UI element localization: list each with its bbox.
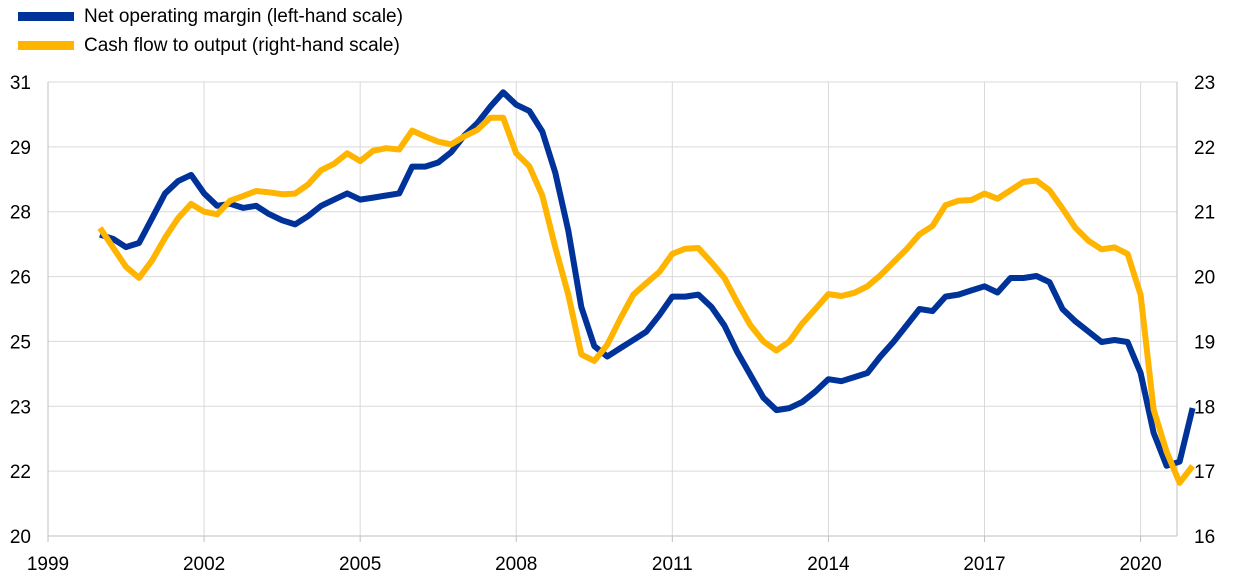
y-right-tick-label: 19 xyxy=(1194,332,1215,353)
y-left-tick-label: 23 xyxy=(10,397,31,418)
y-right-tick-label: 16 xyxy=(1194,527,1215,548)
x-tick-label: 2017 xyxy=(963,554,1005,575)
tick-labels: 20 22 23 25 26 28 29 31 16 17 18 19 20 21 22 23 1999 2002… xyxy=(10,73,1215,575)
x-tick-label: 2014 xyxy=(807,554,850,575)
legend-item-net-operating-margin: Net operating margin (left-hand scale) xyxy=(18,2,403,31)
series-line-cash-flow-to-output xyxy=(97,114,1195,486)
legend-swatch-cash-flow-to-output xyxy=(18,41,74,50)
y-right-tick-label: 20 xyxy=(1194,268,1215,289)
x-tick-label: 2020 xyxy=(1119,554,1161,575)
legend-label-net-operating-margin: Net operating margin (left-hand scale) xyxy=(84,5,403,27)
x-tick-label: 2011 xyxy=(652,554,693,575)
y-right-tick-label: 18 xyxy=(1194,397,1215,418)
axes xyxy=(47,82,1178,542)
y-left-tick-label: 28 xyxy=(10,203,31,224)
y-right-tick-label: 22 xyxy=(1194,138,1215,159)
y-left-tick-label: 25 xyxy=(10,332,31,353)
grid-lines xyxy=(47,81,1177,537)
y-left-tick-label: 22 xyxy=(10,462,31,483)
y-right-tick-label: 23 xyxy=(1194,73,1215,94)
chart-legend: Net operating margin (left-hand scale) C… xyxy=(18,2,403,60)
legend-swatch-net-operating-margin xyxy=(18,12,74,21)
x-tick-label: 1999 xyxy=(27,554,69,575)
y-left-tick-label: 26 xyxy=(10,268,31,289)
x-tick-label: 2005 xyxy=(339,554,381,575)
legend-label-cash-flow-to-output: Cash flow to output (right-hand scale) xyxy=(84,34,400,56)
y-left-tick-label: 29 xyxy=(10,138,31,159)
x-tick-label: 2008 xyxy=(495,554,537,575)
y-left-tick-label: 20 xyxy=(10,527,31,548)
legend-item-cash-flow-to-output: Cash flow to output (right-hand scale) xyxy=(18,31,403,60)
y-right-tick-label: 21 xyxy=(1194,203,1215,224)
y-right-tick-label: 17 xyxy=(1194,462,1215,483)
series-lines xyxy=(97,89,1196,486)
series-line-net-operating-margin xyxy=(99,89,1196,469)
y-left-tick-label: 31 xyxy=(10,73,31,94)
x-tick-label: 2002 xyxy=(183,554,225,575)
